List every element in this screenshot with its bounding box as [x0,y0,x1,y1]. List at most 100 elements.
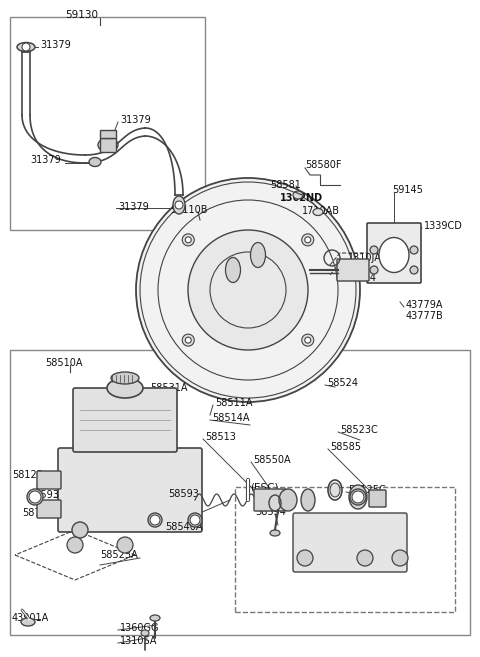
FancyBboxPatch shape [293,513,407,572]
Circle shape [305,237,311,243]
Text: 1339CD: 1339CD [424,221,463,231]
Text: 59145: 59145 [392,185,423,195]
Ellipse shape [17,43,35,51]
Text: 1310JA: 1310JA [348,253,382,263]
Ellipse shape [111,372,139,384]
Circle shape [370,246,378,254]
Ellipse shape [270,530,280,536]
Circle shape [410,266,418,274]
Bar [10,17,205,230]
FancyBboxPatch shape [37,500,61,518]
Text: 58550A: 58550A [253,455,290,465]
Text: 56274: 56274 [345,273,376,283]
Circle shape [357,550,373,566]
Bar [10,350,470,635]
Text: 58514A: 58514A [212,413,250,423]
Circle shape [117,537,133,553]
Circle shape [370,266,378,274]
Circle shape [352,491,364,503]
Ellipse shape [150,615,160,621]
Circle shape [302,234,314,246]
Text: 58511A: 58511A [215,398,252,408]
Text: 58125C: 58125C [348,485,386,495]
Ellipse shape [107,378,143,398]
Bar [100,138,116,152]
Text: 1360GG: 1360GG [120,623,159,633]
Text: 58523C: 58523C [340,425,378,435]
Ellipse shape [72,522,88,538]
Bar [235,487,455,612]
Circle shape [297,550,313,566]
Text: 59130: 59130 [65,10,98,20]
FancyBboxPatch shape [337,259,369,281]
Circle shape [305,337,311,343]
Text: 58513: 58513 [205,432,236,442]
Text: 58531A: 58531A [150,383,188,393]
Ellipse shape [313,208,323,215]
Text: 43901A: 43901A [12,613,49,623]
Text: 58540A: 58540A [165,522,203,532]
Circle shape [182,234,194,246]
Text: 58594: 58594 [255,507,286,517]
Circle shape [190,515,200,525]
Text: 58585: 58585 [330,442,361,452]
Text: 58525A: 58525A [355,548,393,558]
Text: 58510A: 58510A [45,358,83,368]
Ellipse shape [173,196,185,214]
Text: 1310SA: 1310SA [120,636,157,646]
Circle shape [392,550,408,566]
Ellipse shape [350,489,366,505]
Ellipse shape [301,489,315,511]
Text: 1362ND: 1362ND [280,193,323,203]
Circle shape [22,43,30,51]
Bar [100,130,116,138]
Text: 31379: 31379 [30,155,61,165]
Text: 58525A: 58525A [100,550,138,560]
Text: 31379: 31379 [40,40,71,50]
Ellipse shape [293,191,303,199]
Circle shape [182,334,194,346]
Text: 58593: 58593 [168,489,199,499]
Circle shape [185,337,191,343]
Ellipse shape [148,513,162,527]
FancyBboxPatch shape [254,489,286,511]
Text: 31379: 31379 [118,202,149,212]
Text: 58580F: 58580F [305,160,341,170]
Circle shape [302,334,314,346]
FancyBboxPatch shape [369,490,386,507]
Text: 31379: 31379 [120,115,151,125]
Ellipse shape [226,258,240,283]
Circle shape [175,201,183,209]
FancyBboxPatch shape [73,388,177,452]
Text: 58775E: 58775E [22,508,59,518]
Text: 58535: 58535 [128,398,159,408]
Text: 43779A: 43779A [406,300,444,310]
FancyBboxPatch shape [58,448,202,532]
Circle shape [29,491,41,503]
Ellipse shape [279,489,297,511]
Ellipse shape [21,618,35,626]
Text: 58581: 58581 [270,180,301,190]
Text: 1710AB: 1710AB [302,206,340,216]
Circle shape [150,515,160,525]
Ellipse shape [349,485,367,509]
Ellipse shape [141,630,149,636]
Text: (ESC): (ESC) [250,482,278,492]
Ellipse shape [251,242,265,267]
Text: 58125: 58125 [12,470,43,480]
FancyBboxPatch shape [367,223,421,283]
Text: 58593: 58593 [28,490,59,500]
Text: 43777B: 43777B [406,311,444,321]
Text: 58524: 58524 [327,378,358,388]
Ellipse shape [188,513,202,527]
Ellipse shape [330,483,340,497]
Ellipse shape [379,237,409,273]
FancyBboxPatch shape [37,471,61,489]
Circle shape [188,230,308,350]
Circle shape [410,246,418,254]
Ellipse shape [89,158,101,166]
Circle shape [67,537,83,553]
Circle shape [136,178,360,402]
Circle shape [185,237,191,243]
Ellipse shape [27,489,43,505]
